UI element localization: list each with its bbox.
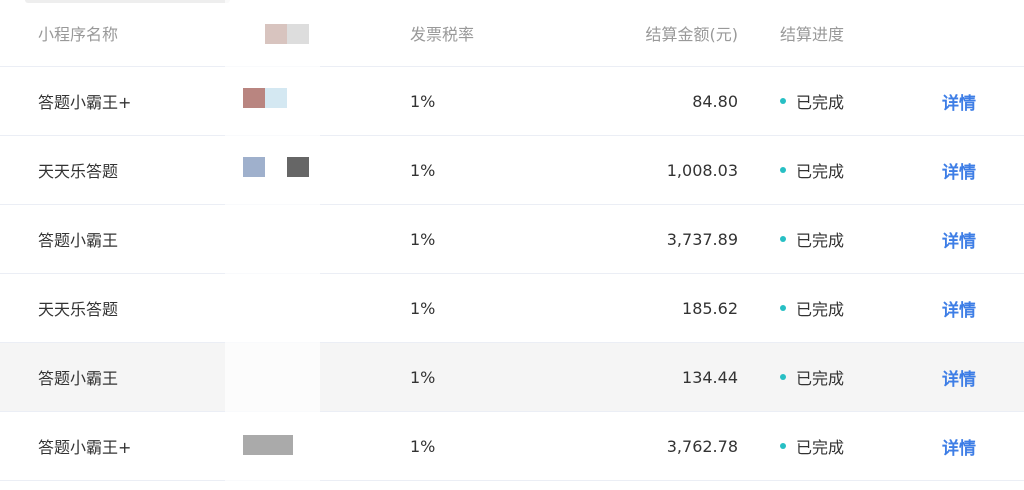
amount: 84.80: [692, 91, 738, 111]
redacted-column: [225, 0, 320, 490]
app-name: 答题小霸王: [38, 369, 119, 388]
header-tax-rate: 发票税率: [410, 25, 475, 44]
tax-rate: 1%: [410, 91, 436, 111]
tax-rate: 1%: [410, 298, 436, 318]
tax-rate: 1%: [410, 160, 436, 180]
status-label: 已完成: [796, 162, 845, 181]
table-row: 答题小霸王+ 1% 84.80 已完成 详情: [0, 67, 1024, 136]
amount: 3,762.78: [666, 436, 738, 456]
tax-rate: 1%: [410, 436, 436, 456]
app-name: 答题小霸王+: [38, 93, 132, 112]
table-header: 小程序名称 发票税率 结算金额(元) 结算进度: [0, 0, 1024, 67]
status-label: 已完成: [796, 438, 845, 457]
status-dot-icon: [780, 236, 786, 242]
header-app-name: 小程序名称: [38, 25, 119, 44]
status-label: 已完成: [796, 300, 845, 319]
table-row: 答题小霸王 1% 134.44 已完成 详情: [0, 343, 1024, 412]
app-name: 答题小霸王: [38, 231, 119, 250]
app-name: 答题小霸王+: [38, 438, 132, 457]
details-link[interactable]: 详情: [942, 231, 976, 252]
status: 已完成: [780, 67, 844, 135]
redaction-block: [287, 24, 309, 44]
table-row: 答题小霸王+ 1% 3,762.78 已完成 详情: [0, 412, 1024, 481]
status-label: 已完成: [796, 93, 845, 112]
redaction-block: [243, 88, 265, 108]
status: 已完成: [780, 412, 844, 480]
details-link[interactable]: 详情: [942, 162, 976, 183]
amount: 185.62: [682, 298, 738, 318]
redaction-block: [265, 24, 287, 44]
amount: 134.44: [682, 367, 738, 387]
status: 已完成: [780, 343, 844, 411]
details-link[interactable]: 详情: [942, 93, 976, 114]
table-row: 天天乐答题 1% 185.62 已完成 详情: [0, 274, 1024, 343]
status-label: 已完成: [796, 369, 845, 388]
redaction-block: [287, 157, 309, 177]
status: 已完成: [780, 136, 844, 204]
details-link[interactable]: 详情: [942, 369, 976, 390]
app-name: 天天乐答题: [38, 162, 119, 181]
details-link[interactable]: 详情: [942, 300, 976, 321]
status-dot-icon: [780, 374, 786, 380]
status-dot-icon: [780, 443, 786, 449]
redaction-block: [243, 435, 293, 455]
tax-rate: 1%: [410, 367, 436, 387]
amount: 1,008.03: [666, 160, 738, 180]
app-name: 天天乐答题: [38, 300, 119, 319]
header-amount: 结算金额(元): [645, 25, 739, 44]
redaction-block: [265, 88, 287, 108]
details-link[interactable]: 详情: [942, 438, 976, 459]
amount: 3,737.89: [666, 229, 738, 249]
tax-rate: 1%: [410, 229, 436, 249]
status-dot-icon: [780, 98, 786, 104]
redaction-block: [243, 157, 265, 177]
header-status: 结算进度: [780, 25, 845, 44]
status: 已完成: [780, 205, 844, 273]
status-dot-icon: [780, 167, 786, 173]
scroll-indicator: [25, 0, 230, 3]
table-row: 天天乐答题 1% 1,008.03 已完成 详情: [0, 136, 1024, 205]
status-dot-icon: [780, 305, 786, 311]
status: 已完成: [780, 274, 844, 342]
status-label: 已完成: [796, 231, 845, 250]
table-row: 答题小霸王 1% 3,737.89 已完成 详情: [0, 205, 1024, 274]
